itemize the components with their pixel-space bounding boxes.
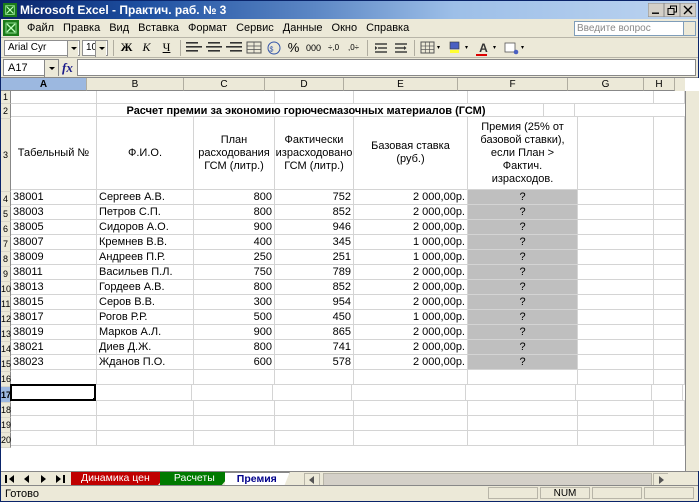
svg-text:$: $ xyxy=(269,46,273,53)
